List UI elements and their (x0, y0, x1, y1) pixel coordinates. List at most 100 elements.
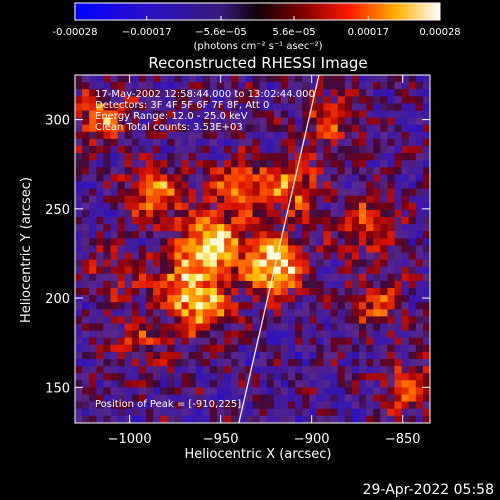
heatmap-cell (344, 380, 353, 388)
heatmap-cell (366, 401, 374, 410)
heatmap-cell (280, 330, 289, 339)
heatmap-cell (351, 380, 360, 388)
heatmap-cell (238, 273, 246, 282)
heatmap-cell (259, 160, 268, 168)
heatmap-cell (373, 117, 381, 126)
heatmap-cell (131, 181, 140, 189)
heatmap-cell (153, 238, 161, 246)
heatmap-cell (103, 373, 111, 381)
heatmap-cell (337, 153, 346, 161)
heatmap-cell (366, 295, 374, 303)
heatmap-cell (380, 302, 388, 310)
heatmap-cell (387, 160, 395, 168)
heatmap-cell (245, 124, 253, 133)
heatmap-cell (160, 387, 168, 395)
heatmap-cell (373, 266, 381, 275)
heatmap-cell (82, 288, 90, 296)
heatmap-cell (373, 160, 381, 168)
heatmap-cell (266, 89, 275, 97)
heatmap-cell (75, 110, 83, 118)
heatmap-cell (138, 167, 147, 175)
heatmap-cell (302, 273, 310, 282)
heatmap-cell (337, 160, 346, 168)
heatmap-cell (330, 245, 339, 253)
heatmap-cell (110, 195, 118, 204)
heatmap-cell (75, 96, 83, 104)
heatmap-cell (273, 359, 282, 367)
heatmap-cell (266, 138, 275, 147)
heatmap-cell (288, 82, 296, 90)
heatmap-cell (316, 238, 324, 246)
heatmap-cell (309, 224, 317, 232)
heatmap-cell (366, 82, 374, 90)
heatmap-cell (195, 295, 204, 303)
heatmap-cell (359, 273, 367, 282)
heatmap-cell (131, 387, 140, 395)
colorbar-ticks: -0.00028 −0.00017 −5.6e−05 5.6e−05 0.00017 0.… (53, 16, 461, 38)
heatmap-cell (174, 359, 182, 367)
heatmap-cell (337, 316, 346, 324)
heatmap-cell (124, 323, 133, 331)
heatmap-cell (394, 117, 402, 126)
heatmap-cell (309, 146, 317, 154)
heatmap-cell (110, 217, 118, 225)
heatmap-cell (309, 366, 317, 374)
heatmap-cell (89, 103, 97, 111)
heatmap-cell (415, 202, 424, 211)
heatmap-cell (89, 330, 97, 339)
heatmap-cell (344, 302, 353, 310)
heatmap-cell (195, 124, 204, 133)
heatmap-cell (224, 252, 232, 260)
heatmap-cell (337, 181, 346, 189)
heatmap-cell (323, 295, 331, 303)
heatmap-cell (217, 323, 225, 331)
heatmap-cell (82, 138, 90, 147)
heatmap-cell (373, 103, 381, 111)
heatmap-cell (387, 181, 395, 189)
heatmap-cell (89, 373, 97, 381)
heatmap-cell (266, 245, 275, 253)
heatmap-cell (124, 295, 133, 303)
heatmap-cell (394, 316, 402, 324)
heatmap-cell (295, 82, 303, 90)
heatmap-cell (351, 373, 360, 381)
heatmap-cell (217, 351, 225, 360)
heatmap-cell (415, 401, 424, 410)
heatmap-cell (160, 359, 168, 367)
heatmap-cell (309, 245, 317, 253)
heatmap-cell (387, 373, 395, 381)
heatmap-cell (117, 323, 126, 331)
heatmap-cell (138, 408, 147, 417)
heatmap-cell (209, 110, 218, 118)
heatmap-cell (252, 295, 260, 303)
heatmap-cell (359, 131, 367, 140)
heatmap-cell (323, 138, 331, 147)
heatmap-cell (103, 82, 111, 90)
heatmap-cell (337, 103, 346, 111)
heatmap-cell (103, 387, 111, 395)
heatmap-cell (153, 252, 161, 260)
heatmap-cell (238, 131, 246, 140)
heatmap-cell (302, 124, 310, 133)
heatmap-cell (252, 401, 260, 410)
heatmap-cell (344, 110, 353, 118)
heatmap-cell (96, 131, 104, 140)
heatmap-cell (188, 174, 197, 182)
heatmap-cell (380, 330, 388, 339)
heatmap-cell (401, 153, 410, 161)
heatmap-cell (231, 82, 239, 90)
heatmap-cell (75, 330, 83, 339)
heatmap-cell (387, 295, 395, 303)
heatmap-cell (259, 231, 268, 239)
heatmap-cell (103, 153, 111, 161)
heatmap-cell (401, 124, 410, 133)
heatmap-cell (124, 153, 133, 161)
heatmap-cell (380, 323, 388, 331)
heatmap-cell (174, 309, 182, 317)
heatmap-cell (344, 344, 353, 353)
heatmap-cell (351, 422, 360, 423)
heatmap-cell (103, 302, 111, 310)
heatmap-cell (252, 330, 260, 339)
heatmap-cell (138, 302, 147, 310)
heatmap-cell (323, 302, 331, 310)
